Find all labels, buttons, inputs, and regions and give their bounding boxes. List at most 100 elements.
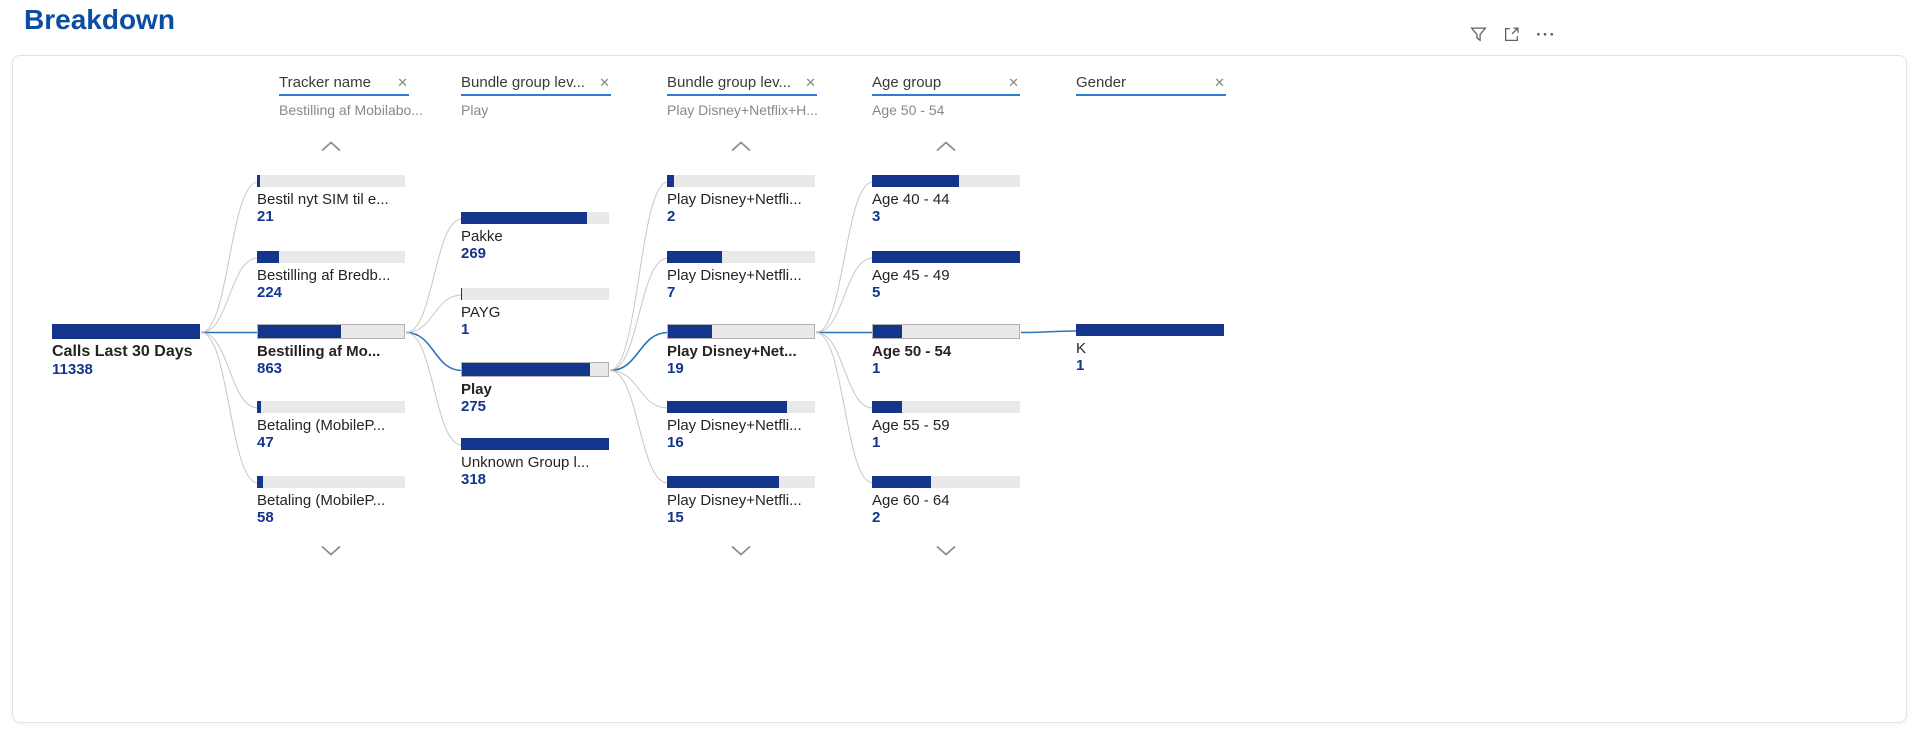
tree-node-selected[interactable]: Age 50 - 54 1 bbox=[872, 324, 1044, 377]
visual-header-toolbar: ··· bbox=[1466, 24, 1560, 47]
tree-node[interactable]: Bestil nyt SIM til e... 21 bbox=[257, 175, 429, 225]
node-bar bbox=[257, 175, 405, 187]
filter-icon[interactable] bbox=[1466, 24, 1491, 47]
node-value: 1 bbox=[461, 321, 470, 338]
more-options-icon[interactable]: ··· bbox=[1532, 26, 1560, 45]
node-value: 863 bbox=[257, 360, 283, 377]
node-value: 1 bbox=[872, 360, 881, 377]
tree-node[interactable]: Bestilling af Bredb... 224 bbox=[257, 251, 429, 301]
tree-node[interactable]: Play Disney+Netfli... 7 bbox=[667, 251, 839, 301]
scroll-up-chevron[interactable] bbox=[320, 140, 342, 153]
scroll-down-chevron[interactable] bbox=[730, 544, 752, 557]
node-bar bbox=[667, 476, 815, 488]
level-header-label: Gender bbox=[1076, 74, 1127, 91]
node-label: PAYG bbox=[461, 304, 501, 321]
node-label: Calls Last 30 Days bbox=[52, 343, 193, 360]
level-header-bundle-group-2: Bundle group lev... ✕ Play Disney+Netfli… bbox=[667, 74, 818, 118]
decomposition-tree-canvas: Tracker name ✕ Bestilling af Mobilabo...… bbox=[12, 55, 1907, 723]
node-label: Betaling (MobileP... bbox=[257, 492, 386, 509]
scroll-up-chevron[interactable] bbox=[935, 140, 957, 153]
level-selected-value: Bestilling af Mobilabo... bbox=[279, 102, 423, 118]
node-label: Unknown Group l... bbox=[461, 454, 590, 471]
node-bar bbox=[872, 251, 1020, 263]
node-bar bbox=[667, 251, 815, 263]
node-label: Age 55 - 59 bbox=[872, 417, 950, 434]
node-value: 318 bbox=[461, 471, 487, 488]
node-bar bbox=[667, 324, 815, 339]
node-label: Age 60 - 64 bbox=[872, 492, 950, 509]
level-header-age-group: Age group ✕ Age 50 - 54 bbox=[872, 74, 1020, 118]
node-value: 269 bbox=[461, 245, 487, 262]
node-bar bbox=[257, 324, 405, 339]
level-header-label: Age group bbox=[872, 74, 942, 91]
tree-node[interactable]: Age 55 - 59 1 bbox=[872, 401, 1044, 451]
scroll-up-chevron[interactable] bbox=[730, 140, 752, 153]
tree-node[interactable]: Play Disney+Netfli... 15 bbox=[667, 476, 839, 526]
node-label: Play Disney+Netfli... bbox=[667, 492, 802, 509]
tree-node[interactable]: Unknown Group l... 318 bbox=[461, 438, 633, 488]
node-value: 11338 bbox=[52, 361, 93, 378]
node-bar bbox=[257, 251, 405, 263]
focus-mode-icon[interactable] bbox=[1499, 24, 1524, 47]
node-value: 21 bbox=[257, 208, 274, 225]
node-value: 58 bbox=[257, 509, 274, 526]
node-bar bbox=[257, 476, 405, 488]
node-label: Play Disney+Netfli... bbox=[667, 191, 802, 208]
node-bar bbox=[461, 288, 609, 300]
level-selected-value: Play bbox=[461, 102, 489, 118]
node-label: Age 40 - 44 bbox=[872, 191, 950, 208]
node-label: Play Disney+Net... bbox=[667, 343, 797, 360]
remove-level-icon[interactable]: ✕ bbox=[397, 75, 408, 90]
tree-node[interactable]: Age 40 - 44 3 bbox=[872, 175, 1044, 225]
node-value: 19 bbox=[667, 360, 684, 377]
node-bar bbox=[872, 175, 1020, 187]
node-value: 275 bbox=[461, 398, 487, 415]
tree-node[interactable]: Age 45 - 49 5 bbox=[872, 251, 1044, 301]
tree-node[interactable]: K 1 bbox=[1076, 324, 1248, 374]
node-value: 15 bbox=[667, 509, 684, 526]
node-value: 7 bbox=[667, 284, 676, 301]
visual-title: Breakdown bbox=[24, 4, 175, 35]
tree-node[interactable]: Age 60 - 64 2 bbox=[872, 476, 1044, 526]
node-bar bbox=[1076, 324, 1224, 336]
root-node[interactable]: Calls Last 30 Days 11338 bbox=[52, 324, 224, 378]
node-bar bbox=[667, 401, 815, 413]
node-bar bbox=[461, 438, 609, 450]
tree-connectors bbox=[200, 181, 1078, 484]
tree-node-selected[interactable]: Play 275 bbox=[461, 362, 633, 415]
remove-level-icon[interactable]: ✕ bbox=[1008, 75, 1019, 90]
node-label: Betaling (MobileP... bbox=[257, 417, 386, 434]
remove-level-icon[interactable]: ✕ bbox=[599, 75, 610, 90]
node-label: Age 50 - 54 bbox=[872, 343, 952, 360]
node-value: 2 bbox=[872, 509, 881, 526]
node-bar bbox=[257, 401, 405, 413]
scroll-down-chevron[interactable] bbox=[320, 544, 342, 557]
node-value: 1 bbox=[1076, 357, 1085, 374]
node-value: 224 bbox=[257, 284, 283, 301]
node-value: 47 bbox=[257, 434, 274, 451]
node-value: 2 bbox=[667, 208, 676, 225]
node-value: 16 bbox=[667, 434, 684, 451]
node-bar bbox=[461, 212, 609, 224]
tree-node-selected[interactable]: Bestilling af Mo... 863 bbox=[257, 324, 429, 377]
tree-node[interactable]: Betaling (MobileP... 58 bbox=[257, 476, 429, 526]
level-header-label: Tracker name bbox=[279, 74, 371, 91]
level-selected-value: Age 50 - 54 bbox=[872, 102, 945, 118]
tree-node[interactable]: Pakke 269 bbox=[461, 212, 633, 262]
remove-level-icon[interactable]: ✕ bbox=[805, 75, 816, 90]
tree-node[interactable]: Betaling (MobileP... 47 bbox=[257, 401, 429, 451]
remove-level-icon[interactable]: ✕ bbox=[1214, 75, 1225, 90]
node-bar bbox=[52, 324, 200, 339]
scroll-down-chevron[interactable] bbox=[935, 544, 957, 557]
node-label: Age 45 - 49 bbox=[872, 267, 950, 284]
tree-node[interactable]: Play Disney+Netfli... 16 bbox=[667, 401, 839, 451]
tree-node[interactable]: PAYG 1 bbox=[461, 288, 633, 338]
tree-node-selected[interactable]: Play Disney+Net... 19 bbox=[667, 324, 839, 377]
level-header-tracker-name: Tracker name ✕ Bestilling af Mobilabo... bbox=[279, 74, 423, 118]
tree-node[interactable]: Play Disney+Netfli... 2 bbox=[667, 175, 839, 225]
node-bar bbox=[872, 476, 1020, 488]
node-label: Bestilling af Mo... bbox=[257, 343, 381, 360]
node-label: Play Disney+Netfli... bbox=[667, 267, 802, 284]
node-label: K bbox=[1076, 340, 1087, 357]
